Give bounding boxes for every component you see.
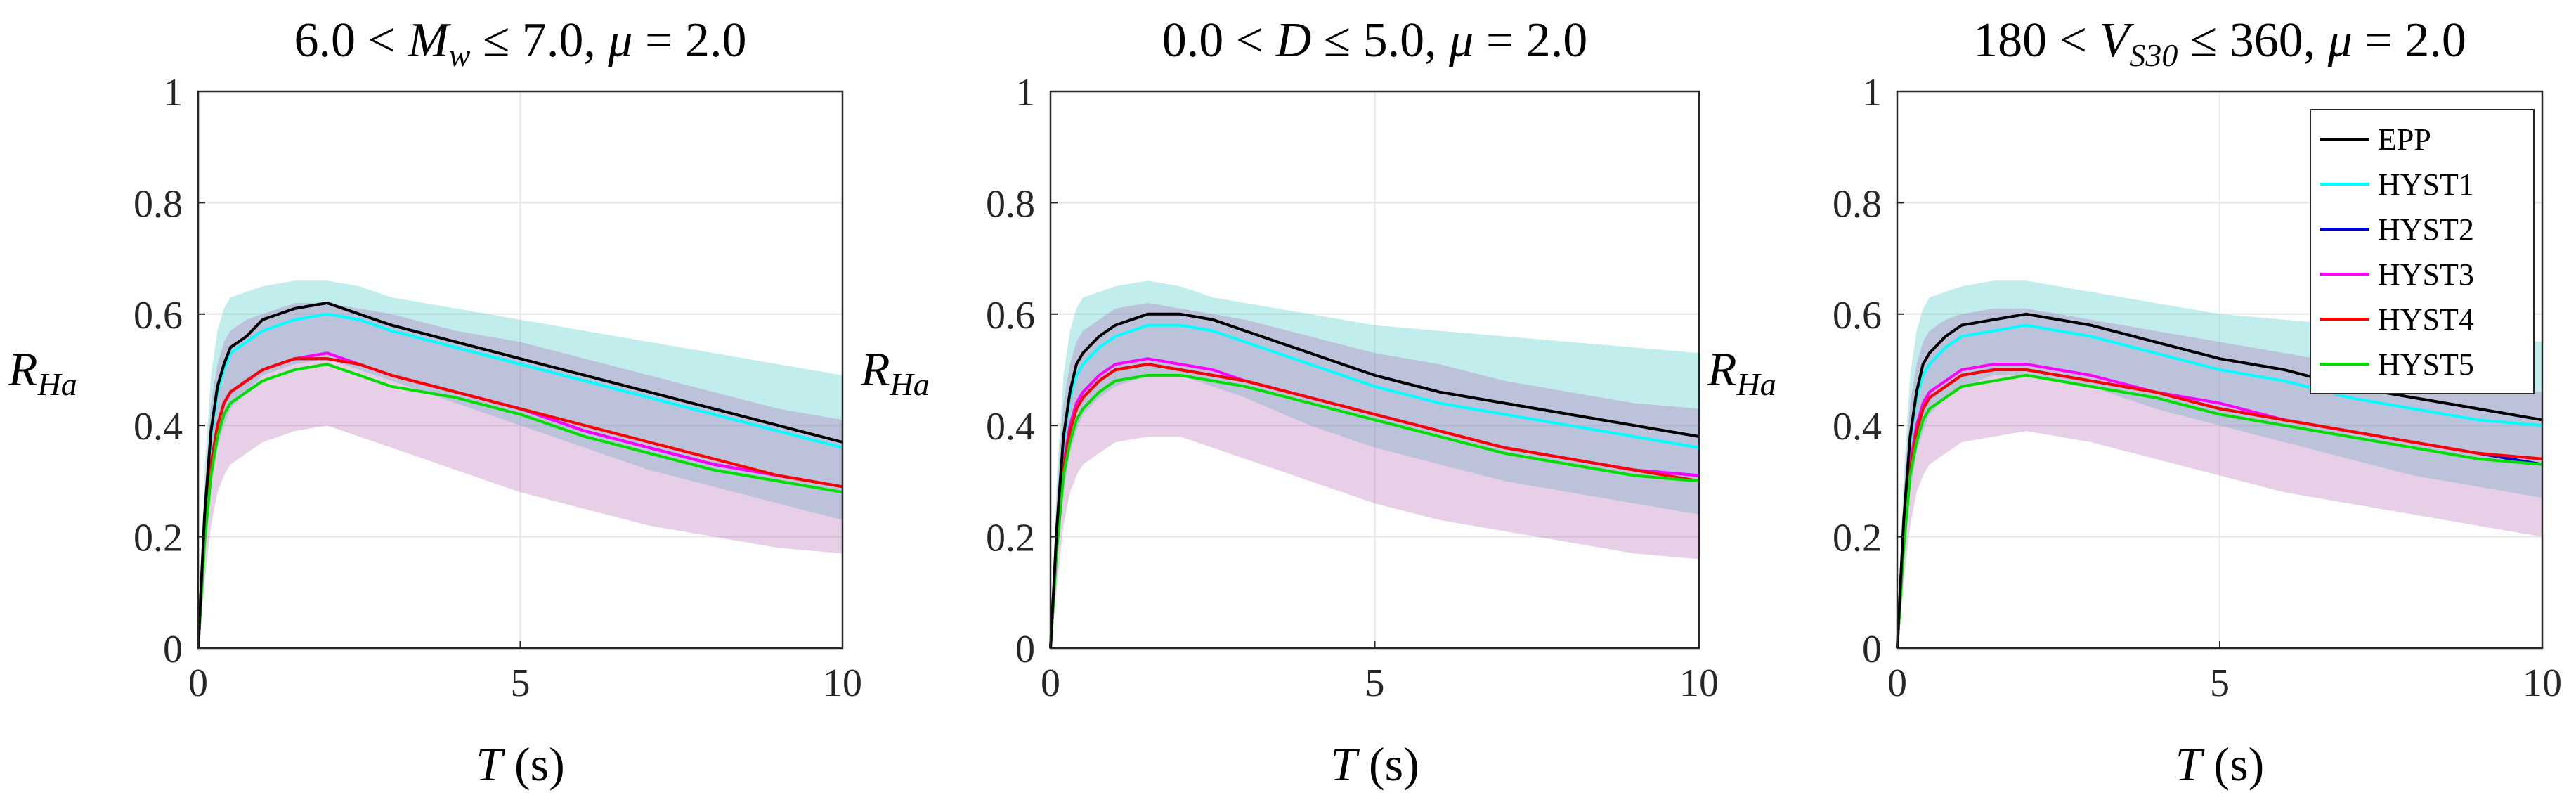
y-tick-label: 1	[1015, 71, 1035, 115]
series-line-epp	[1049, 312, 1700, 649]
legend-label: HYST2	[2378, 212, 2474, 247]
x-axis-unit: (s)	[502, 737, 565, 791]
title-text: = 2.0	[633, 13, 747, 67]
legend-label: HYST1	[2378, 167, 2474, 202]
x-tick-label: 10	[823, 661, 862, 705]
legend-label: HYST4	[2378, 302, 2474, 337]
y-axis-label: RHa	[8, 342, 77, 402]
y-tick-label: 0.2	[134, 517, 183, 560]
y-axis-symbol: R	[1707, 342, 1737, 396]
title-mu: μ	[607, 13, 632, 67]
x-axis-label: T (s)	[2175, 737, 2265, 791]
x-axis-label: T (s)	[476, 737, 565, 791]
series-line-hyst4	[197, 357, 843, 649]
y-tick-label: 0.8	[986, 182, 1035, 226]
x-axis-variable: T	[2175, 737, 2205, 791]
title-text: ≤ 7.0,	[470, 13, 608, 67]
title-mu: μ	[2327, 13, 2353, 67]
legend-box	[2310, 109, 2535, 394]
legend-label: HYST3	[2378, 257, 2474, 292]
title-subscript: w	[449, 37, 471, 73]
x-axis-variable: T	[476, 737, 505, 791]
y-axis-label: RHa	[1707, 342, 1776, 402]
band-hyst1	[1050, 280, 1699, 648]
y-tick-label: 1	[163, 71, 183, 115]
panel-title: 180 < VS30 ≤ 360, μ = 2.0	[1973, 13, 2466, 73]
y-tick-label: 0.6	[134, 294, 183, 337]
title-symbol: M	[407, 13, 451, 67]
y-tick-label: 0	[1862, 628, 1882, 671]
x-tick-label: 5	[511, 661, 531, 705]
series-line-hyst4	[1896, 368, 2543, 649]
y-tick-label: 0	[163, 628, 183, 671]
x-axis-unit: (s)	[1357, 737, 1419, 791]
x-tick-label: 0	[1041, 661, 1060, 705]
title-mu: μ	[1448, 13, 1474, 67]
x-tick-label: 0	[188, 661, 208, 705]
y-axis-symbol: R	[860, 342, 890, 396]
y-tick-label: 0.4	[134, 405, 183, 448]
y-axis-subscript: Ha	[1736, 366, 1776, 402]
y-tick-label: 0.2	[1833, 517, 1882, 560]
series-line-epp	[197, 302, 843, 649]
panel-title: 6.0 < Mw ≤ 7.0, μ = 2.0	[294, 13, 746, 73]
x-tick-label: 5	[1365, 661, 1385, 705]
series-line-hyst5	[1049, 373, 1700, 649]
y-axis-label: RHa	[860, 342, 930, 402]
y-tick-label: 0.6	[986, 294, 1035, 337]
title-subscript: S30	[2129, 37, 2178, 73]
x-tick-label: 10	[1679, 661, 1719, 705]
band-hyst3	[198, 303, 843, 648]
y-tick-label: 0.4	[1833, 405, 1882, 448]
y-axis-subscript: Ha	[37, 366, 77, 402]
x-axis-variable: T	[1330, 737, 1360, 791]
legend-label: EPP	[2378, 122, 2431, 157]
legend-label: HYST5	[2378, 347, 2474, 382]
y-tick-label: 0	[1015, 628, 1035, 671]
x-tick-label: 5	[2210, 661, 2230, 705]
title-text: = 2.0	[2353, 13, 2466, 67]
series-line-hyst5	[197, 363, 843, 649]
y-tick-label: 0.4	[986, 405, 1035, 448]
title-text: ≤ 360,	[2178, 13, 2327, 67]
x-tick-label: 10	[2523, 661, 2562, 705]
series-line-hyst5	[1896, 373, 2543, 649]
panel-1: 00.20.40.60.810 5 106.0 < Mw ≤ 7.0, μ = 2.…	[8, 13, 862, 791]
title-text: = 2.0	[1474, 13, 1587, 67]
title-symbol: D	[1275, 13, 1312, 67]
panel-title: 0.0 < D ≤ 5.0, μ = 2.0	[1162, 13, 1588, 67]
legend: EPP HYST1 HYST2 HYST3 HYST4 HYST5	[2310, 109, 2535, 394]
title-text: 180 <	[1973, 13, 2099, 67]
y-tick-label: 0.2	[986, 517, 1035, 560]
y-tick-label: 0.8	[134, 182, 183, 226]
x-tick-label: 0	[1887, 661, 1907, 705]
y-tick-label: 0.8	[1833, 182, 1882, 226]
panel-2: 00.20.40.60.810 5 100.0 < D ≤ 5.0, μ = 2.0…	[860, 13, 1719, 791]
x-axis-label: T (s)	[1330, 737, 1419, 791]
y-axis-subscript: Ha	[890, 366, 930, 402]
y-tick-label: 1	[1862, 71, 1882, 115]
title-text: ≤ 5.0,	[1311, 13, 1449, 67]
x-axis-unit: (s)	[2202, 737, 2265, 791]
y-axis-symbol: R	[8, 342, 38, 396]
title-text: 0.0 <	[1162, 13, 1276, 67]
band-hyst1	[198, 280, 843, 648]
title-text: 6.0 <	[294, 13, 408, 67]
series-line-hyst4	[1049, 363, 1700, 649]
title-symbol: V	[2100, 13, 2135, 67]
y-tick-label: 0.6	[1833, 294, 1882, 337]
band-hyst3	[1050, 303, 1699, 648]
